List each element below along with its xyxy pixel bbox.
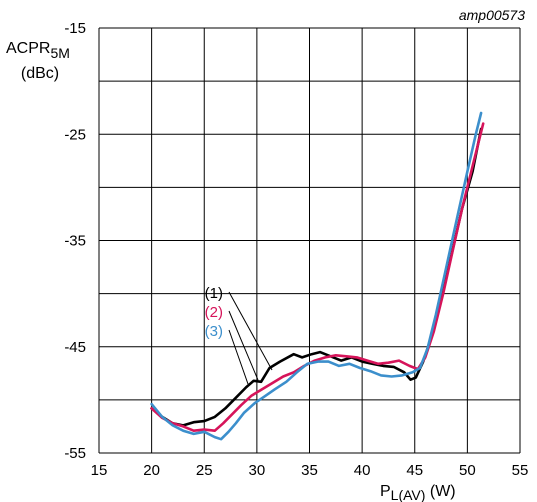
annotation-label-2: (2) <box>205 304 223 321</box>
grid <box>98 27 521 454</box>
x-axis-label-subscript: L(AV) <box>391 487 426 502</box>
y-axis-label-subscript: 5M <box>50 45 69 61</box>
annotation-label-1: (1) <box>205 285 223 302</box>
x-tick-labels: 15 20 25 30 35 40 45 50 55 <box>91 462 529 479</box>
leader-line-1 <box>228 291 273 371</box>
y-tick-label: -55 <box>64 445 86 462</box>
x-tick-label: 45 <box>406 462 423 479</box>
x-tick-label: 30 <box>249 462 266 479</box>
x-axis-label: PL(AV) (W) <box>380 483 456 502</box>
y-axis-unit: (dBc) <box>21 65 59 82</box>
x-tick-label: 15 <box>91 462 108 479</box>
leader-line-2 <box>228 310 259 381</box>
annotation-label-3: (3) <box>205 323 223 340</box>
y-tick-label: -45 <box>64 339 86 356</box>
series-line-3 <box>150 111 483 441</box>
y-axis-label-main: ACPR <box>6 40 50 57</box>
y-tick-label: -25 <box>64 126 86 143</box>
y-axis-label: ACPR5M <box>6 40 70 61</box>
series-annotations: (1) (2) (3) <box>205 285 273 385</box>
leader-line-3 <box>228 329 249 385</box>
x-tick-label: 55 <box>512 462 529 479</box>
x-axis-label-unit: (W) <box>425 483 455 500</box>
y-tick-label: -15 <box>64 20 86 37</box>
figure-reference-code: amp00573 <box>459 7 525 23</box>
series-lines <box>150 111 485 441</box>
y-tick-labels: -15 -25 -35 -45 -55 <box>64 20 86 462</box>
x-axis-label-main: P <box>380 483 391 500</box>
y-tick-label: -35 <box>64 233 86 250</box>
x-tick-label: 20 <box>143 462 160 479</box>
x-tick-label: 25 <box>196 462 213 479</box>
x-tick-label: 35 <box>301 462 318 479</box>
x-tick-label: 40 <box>354 462 371 479</box>
x-tick-label: 50 <box>459 462 476 479</box>
